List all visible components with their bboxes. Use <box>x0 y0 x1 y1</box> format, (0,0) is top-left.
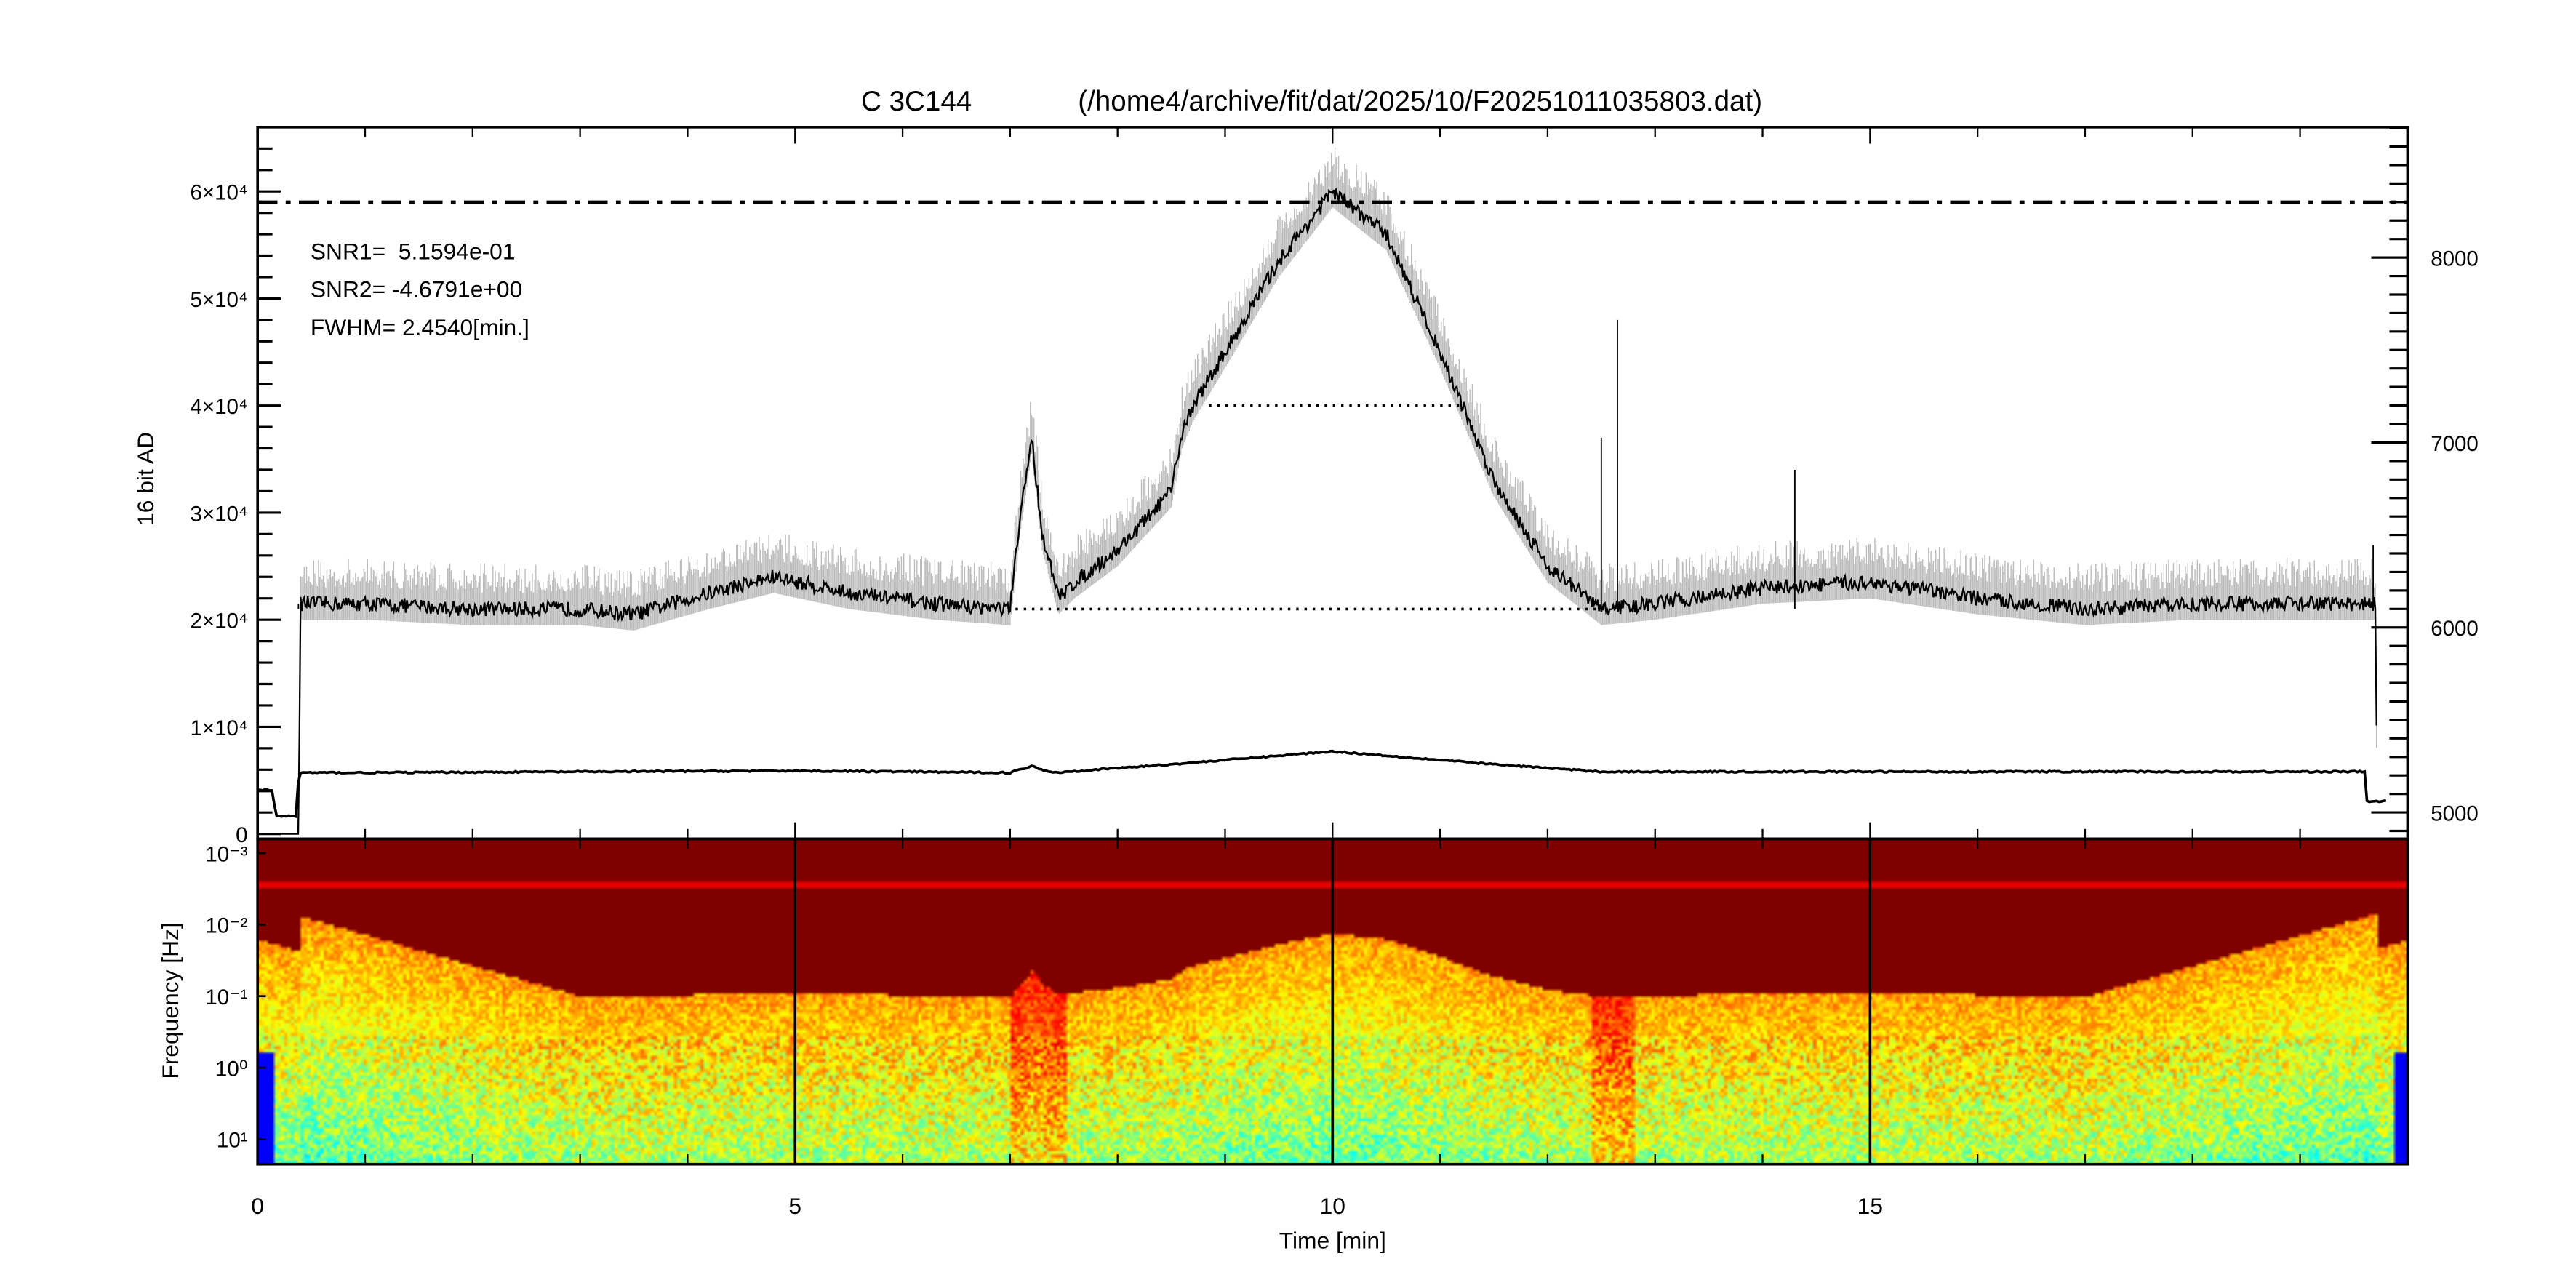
x-tick-label: 0 <box>251 1193 264 1219</box>
frequency-tick-label: 10⁻³ <box>205 842 247 866</box>
series-0-noise-envelope <box>299 147 2377 748</box>
right-y-tick-label: 8000 <box>2431 247 2479 271</box>
left-y-tick-label: 4×10⁴ <box>190 395 247 419</box>
frequency-tick-label: 10⁻² <box>205 914 247 938</box>
x-tick-label: 5 <box>788 1193 801 1219</box>
chart-title: C 3C144 <box>861 86 972 117</box>
right-y-tick-label: 5000 <box>2431 801 2479 825</box>
top-plot-frame <box>256 126 2409 841</box>
frequency-tick-label: 10¹ <box>217 1129 248 1153</box>
right-y-tick-label: 7000 <box>2431 432 2479 456</box>
left-y-tick-label: 3×10⁴ <box>190 502 247 526</box>
right-y-tick-label: 6000 <box>2431 617 2479 641</box>
chart-subtitle: (/home4/archive/fit/dat/2025/10/F2025101… <box>1078 86 1762 117</box>
series-1-line <box>257 749 2387 818</box>
annotation-snr1: SNR1= 5.1594e-01 <box>311 238 516 264</box>
y-axis-label-frequency: Frequency [Hz] <box>157 922 183 1079</box>
series-0-line <box>257 188 2377 835</box>
left-y-tick-label: 0 <box>236 823 247 847</box>
annotation-fwhm: FWHM= 2.4540[min.] <box>311 314 529 340</box>
frequency-tick-label: 10⁻¹ <box>205 985 247 1009</box>
y-axis-label-left: 16 bit AD <box>132 432 159 526</box>
left-y-tick-label: 1×10⁴ <box>190 716 247 740</box>
left-y-tick-label: 2×10⁴ <box>190 609 247 633</box>
left-y-tick-label: 6×10⁴ <box>190 181 247 205</box>
left-y-tick-label: 5×10⁴ <box>190 288 247 312</box>
x-tick-label: 10 <box>1320 1193 1345 1219</box>
x-axis-label: Time [min] <box>1279 1228 1386 1254</box>
annotation-snr2: SNR2= -4.6791e+00 <box>311 276 522 303</box>
frequency-tick-label: 10⁰ <box>215 1057 248 1081</box>
x-tick-label: 15 <box>1857 1193 1883 1219</box>
